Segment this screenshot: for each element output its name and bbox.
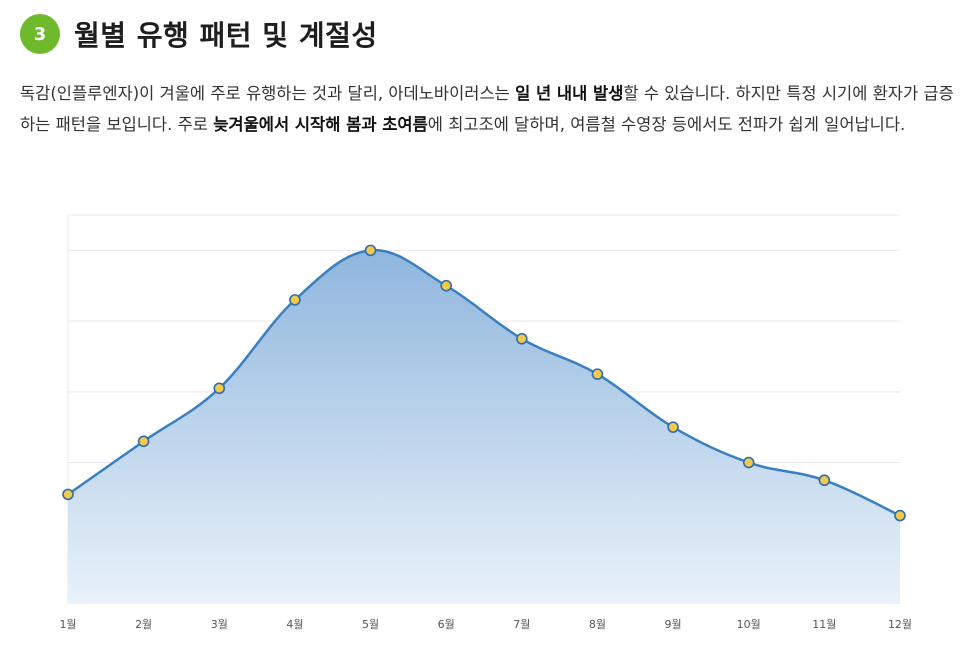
data-point-12 [894,509,906,522]
description-bold-1: 일 년 내내 발생 [515,84,624,103]
x-tick-label: 1월 [59,618,76,631]
description-text-2: 할 수 있습니다. 하지만 특정 시기에 환자가 급증하는 패턴을 보입니다. … [20,84,954,134]
x-tick-label: 9월 [665,618,682,631]
data-point-3 [213,382,226,395]
data-point-2 [137,435,150,448]
section-header: 3 월별 유행 패턴 및 계절성 [20,14,378,54]
description-bold-2: 늦겨울에서 시작해 봄과 초여름 [213,115,428,134]
x-tick-label: 11월 [812,618,836,631]
step-number-badge: 3 [20,14,60,54]
x-tick-label: 5월 [362,618,379,631]
x-tick-label: 7월 [513,618,530,631]
x-tick-label: 2월 [135,618,152,631]
section-title: 월별 유행 패턴 및 계절성 [74,19,378,52]
x-tick-label: 3월 [211,618,228,631]
data-point-6 [440,279,452,292]
data-point-9 [667,421,679,433]
data-point-10 [742,456,755,469]
x-tick-label: 12월 [888,618,912,631]
description-text-3: 에 최고조에 달하며, 여름철 수영장 등에서도 전파가 쉽게 일어납니다. [427,115,906,134]
description-paragraph: 독감(인플루엔자)이 겨울에 주로 유행하는 것과 달리, 아데노바이러스는 일… [20,78,960,140]
data-point-5 [364,244,377,257]
data-point-7 [516,332,528,345]
series-area [68,250,900,605]
data-point-11 [818,474,831,487]
x-tick-label: 8월 [589,618,606,631]
x-tick-label: 10월 [737,618,761,631]
data-point-4 [289,294,301,306]
x-tick-label: 4월 [286,618,303,631]
data-point-1 [62,488,74,501]
data-point-8 [591,368,604,380]
description-text-1: 독감(인플루엔자)이 겨울에 주로 유행하는 것과 달리, 아데노바이러스는 [20,84,516,103]
x-tick-label: 6월 [438,618,455,631]
